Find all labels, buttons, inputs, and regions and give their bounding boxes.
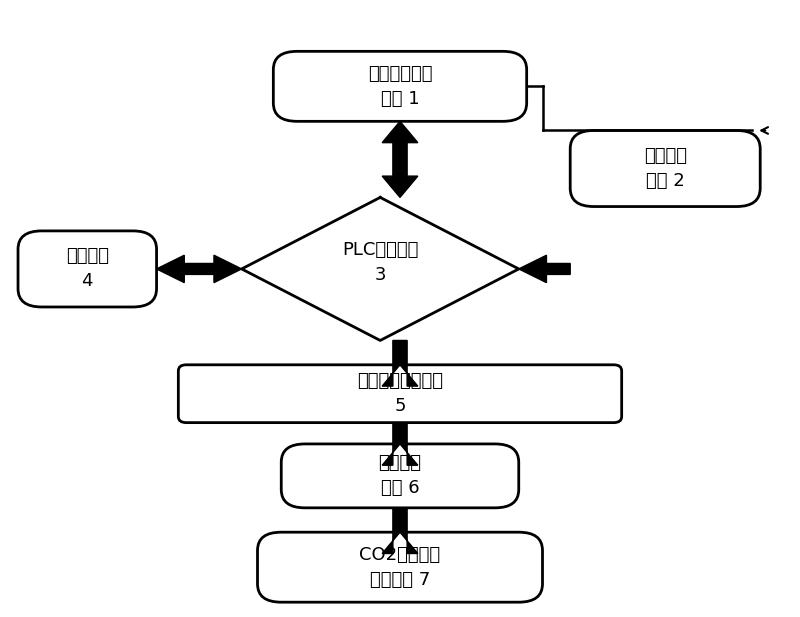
FancyBboxPatch shape bbox=[274, 51, 526, 122]
Text: CO2地质封存
监测中心 7: CO2地质封存 监测中心 7 bbox=[359, 545, 441, 589]
FancyBboxPatch shape bbox=[570, 130, 760, 207]
Text: 无线传输
单元 6: 无线传输 单元 6 bbox=[378, 454, 422, 497]
Text: 数据采集存储单元
5: 数据采集存储单元 5 bbox=[357, 372, 443, 415]
Polygon shape bbox=[518, 255, 570, 283]
FancyBboxPatch shape bbox=[18, 231, 157, 307]
FancyBboxPatch shape bbox=[178, 365, 622, 423]
Polygon shape bbox=[382, 423, 418, 465]
Polygon shape bbox=[242, 197, 518, 341]
Text: PLC控制单元
3: PLC控制单元 3 bbox=[342, 241, 418, 284]
Text: 分析检测
单元 2: 分析检测 单元 2 bbox=[644, 147, 686, 190]
Text: 人机界面
4: 人机界面 4 bbox=[66, 247, 109, 291]
Polygon shape bbox=[382, 341, 418, 386]
Polygon shape bbox=[382, 122, 418, 197]
FancyBboxPatch shape bbox=[258, 532, 542, 602]
Polygon shape bbox=[157, 255, 242, 283]
Polygon shape bbox=[382, 508, 418, 553]
Text: 样品采集处理
单元 1: 样品采集处理 单元 1 bbox=[368, 65, 432, 108]
FancyBboxPatch shape bbox=[282, 444, 518, 508]
